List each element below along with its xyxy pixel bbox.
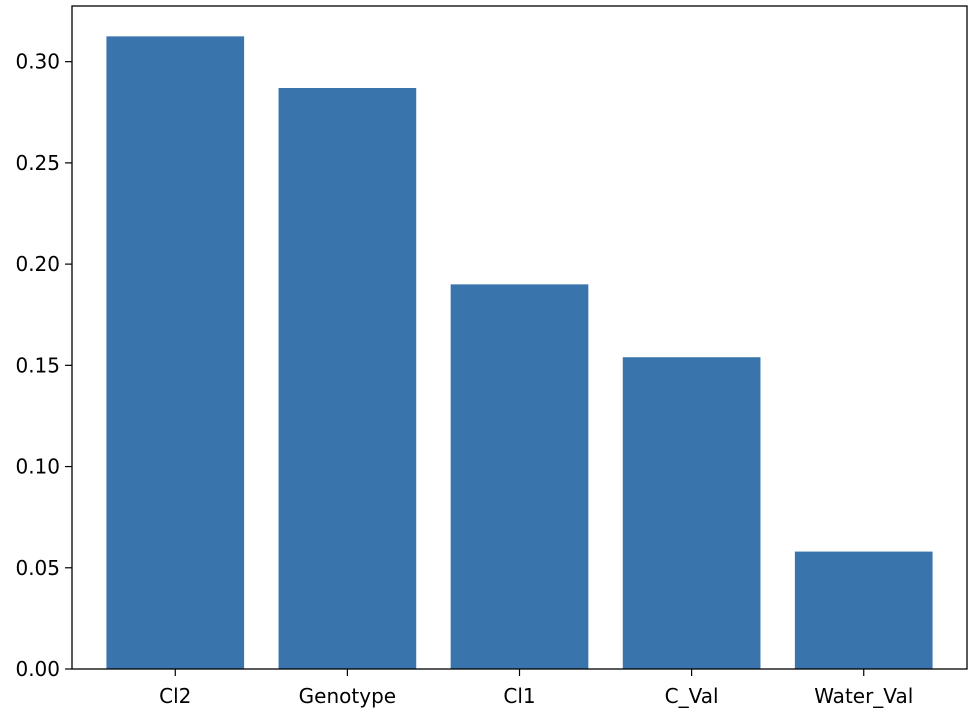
bars-group xyxy=(106,36,933,670)
y-tick-label: 0.10 xyxy=(15,455,60,479)
bar-c-val xyxy=(622,357,761,669)
y-tick-label: 0.30 xyxy=(15,50,60,74)
y-axis-ticks: 0.00 0.05 0.10 0.15 0.20 0.25 0.30 xyxy=(15,50,72,681)
x-tick-label: Cl1 xyxy=(503,684,535,708)
plot-frame xyxy=(71,5,968,670)
bar-water-val xyxy=(794,551,933,669)
y-tick-label: 0.15 xyxy=(15,353,60,377)
y-tick-label: 0.20 xyxy=(15,252,60,276)
bar-genotype xyxy=(278,87,417,669)
x-tick-label: Cl2 xyxy=(159,684,191,708)
bar-cl1 xyxy=(450,284,589,669)
x-tick-label: Water_Val xyxy=(814,684,913,708)
x-tick-label: C_Val xyxy=(665,684,719,708)
y-tick-label: 0.25 xyxy=(15,151,60,175)
x-axis-ticks: Cl2 Genotype Cl1 C_Val Water_Val xyxy=(159,669,913,708)
bar-cl2 xyxy=(106,36,245,670)
y-tick-label: 0.05 xyxy=(15,556,60,580)
x-tick-label: Genotype xyxy=(299,684,396,708)
y-tick-label: 0.00 xyxy=(15,657,60,681)
